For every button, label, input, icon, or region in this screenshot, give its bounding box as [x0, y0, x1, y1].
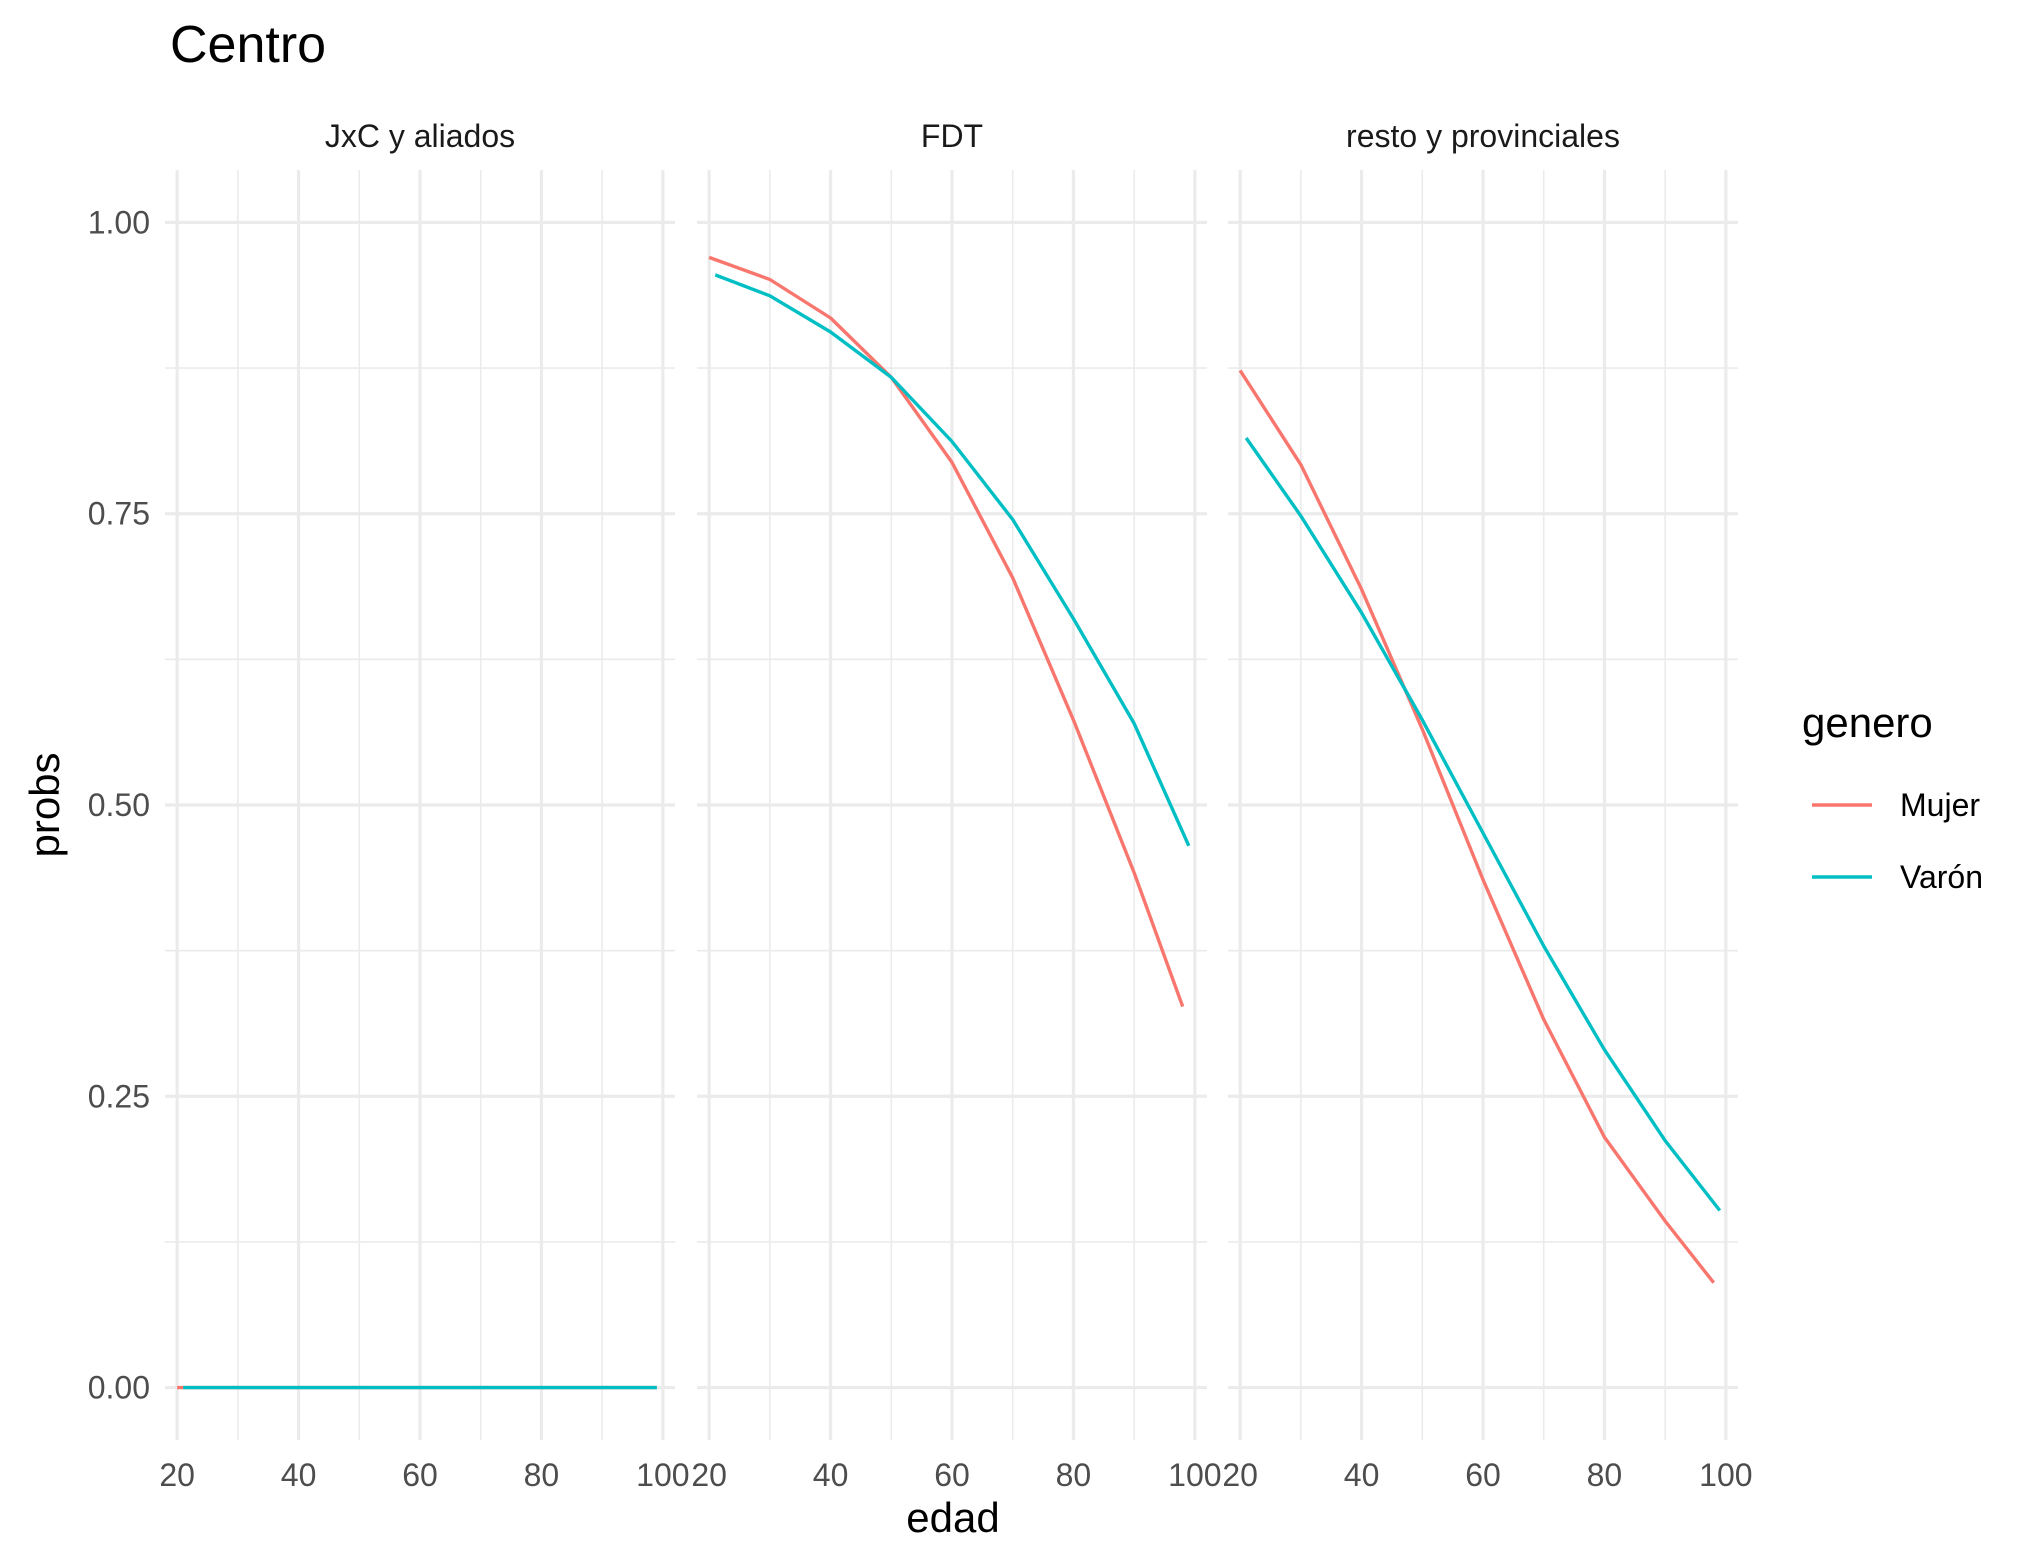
facet-strip-label: FDT	[921, 118, 983, 154]
series-line-varn	[714, 273, 1191, 847]
series-line-varn	[1244, 437, 1722, 1212]
x-tick-label: 40	[1344, 1457, 1380, 1493]
legend-item-varn: Varón	[1812, 859, 1983, 895]
facet-panel-2: FDT 20 40 60 80 100	[691, 118, 1221, 1493]
y-tick-label: 0.75	[88, 496, 150, 532]
y-tick-label: 0.00	[88, 1370, 150, 1406]
x-tick-label: 80	[1056, 1457, 1092, 1493]
legend-items: Mujer Varón	[1812, 787, 1983, 895]
y-tick-label: 0.50	[88, 787, 150, 823]
x-tick-label: 80	[1587, 1457, 1623, 1493]
x-axis-title: edad	[906, 1494, 999, 1541]
y-tick-label: 0.25	[88, 1078, 150, 1114]
series-line-mujer	[708, 255, 1185, 1008]
facet-strip-label: JxC y aliados	[325, 118, 515, 154]
legend-label: Mujer	[1900, 787, 1980, 823]
x-tick-label: 100	[636, 1457, 689, 1493]
legend: genero Mujer Varón	[1802, 699, 1983, 895]
x-tick-label: 100	[1168, 1457, 1221, 1493]
x-tick-label: 20	[1222, 1457, 1258, 1493]
x-tick-label: 60	[934, 1457, 970, 1493]
legend-label: Varón	[1900, 859, 1983, 895]
y-axis-title: probs	[21, 752, 68, 857]
x-tick-label: 60	[1465, 1457, 1501, 1493]
series-line-mujer	[1238, 369, 1716, 1284]
x-tick-label: 60	[402, 1457, 438, 1493]
x-tick-label: 20	[691, 1457, 727, 1493]
legend-item-mujer: Mujer	[1812, 787, 1980, 823]
x-tick-label: 80	[524, 1457, 560, 1493]
facet-panel-3: resto y provinciales 20 40 60 80 100	[1222, 118, 1752, 1493]
facet-strip-label: resto y provinciales	[1346, 118, 1620, 154]
facet-panel-1: JxC y aliados 20 40 60 80 100	[159, 118, 689, 1493]
x-tick-label: 40	[281, 1457, 317, 1493]
legend-title: genero	[1802, 699, 1933, 746]
x-tick-label: 20	[159, 1457, 195, 1493]
x-tick-label: 100	[1699, 1457, 1752, 1493]
y-tick-label: 1.00	[88, 204, 150, 240]
x-tick-label: 40	[813, 1457, 849, 1493]
chart-title: Centro	[170, 16, 326, 74]
